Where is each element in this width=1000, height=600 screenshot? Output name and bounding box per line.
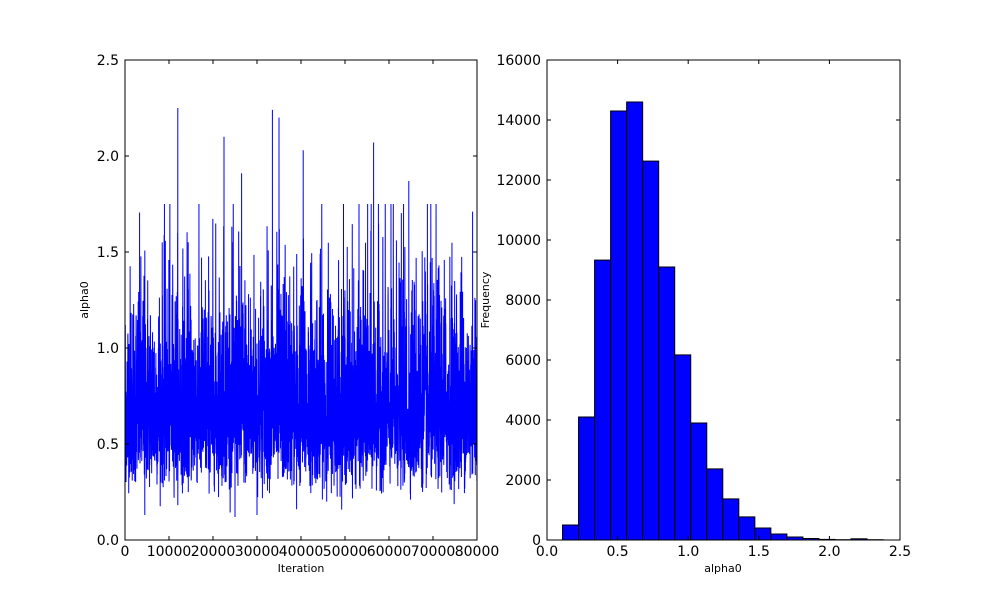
x-tick-label: 2.0 (818, 544, 840, 560)
y-tick-label: 2000 (505, 473, 541, 489)
y-tick-label: 1.5 (97, 245, 119, 261)
y-tick-label: 0 (532, 533, 541, 549)
histogram-bar (738, 516, 756, 541)
x-tick-label: 50000 (323, 544, 368, 560)
histogram-bar (674, 354, 692, 541)
histogram-bar (770, 533, 788, 541)
histogram-plot: 0.0 0.5 1.0 1.5 2.0 2.5 0 2000 4000 6000 8000 1000… (479, 53, 911, 575)
x-tick-label: 20000 (191, 544, 236, 560)
x-tick-label: 40000 (279, 544, 324, 560)
x-tick-label: 60000 (367, 544, 412, 560)
histogram-y-label: Frequency (479, 271, 492, 328)
y-tick-label: 12000 (496, 173, 541, 189)
histogram-bar (642, 160, 660, 541)
histogram-bar (594, 259, 612, 541)
y-tick-label: 10000 (496, 233, 541, 249)
trace-x-axis: 0 10000 20000 30000 40000 50000 60000 70000 8000… (121, 60, 500, 560)
histogram-bar (722, 498, 740, 541)
histogram-bar (706, 468, 724, 541)
trace-series (125, 107, 477, 517)
trace-y-label: alpha0 (78, 281, 91, 319)
y-tick-label: 2.5 (97, 53, 119, 69)
trace-line (125, 107, 477, 517)
histogram-bar (562, 524, 580, 541)
y-tick-label: 8000 (505, 293, 541, 309)
x-tick-label: 2.5 (889, 544, 911, 560)
histogram-bar (626, 101, 644, 541)
y-tick-label: 6000 (505, 353, 541, 369)
x-tick-label: 80000 (455, 544, 500, 560)
trace-y-axis: 0.0 0.5 1.0 1.5 2.0 2.5 (97, 53, 477, 549)
y-tick-label: 0.5 (97, 437, 119, 453)
x-tick-label: 0.0 (536, 544, 558, 560)
y-tick-label: 16000 (496, 53, 541, 69)
x-tick-label: 70000 (411, 544, 456, 560)
histogram-bar (690, 422, 708, 541)
histogram-x-label: alpha0 (704, 562, 742, 575)
histogram-x-axis: 0.0 0.5 1.0 1.5 2.0 2.5 (536, 60, 911, 560)
histogram-y-axis: 0 2000 4000 6000 8000 10000 12000 14000 16000 (496, 53, 900, 549)
x-tick-label: 30000 (235, 544, 280, 560)
histogram-bar (754, 527, 772, 541)
histogram-bars (562, 101, 884, 541)
x-tick-label: 0 (121, 544, 130, 560)
y-tick-label: 0.0 (97, 533, 119, 549)
trace-x-label: Iteration (278, 562, 325, 575)
y-tick-label: 14000 (496, 113, 541, 129)
y-tick-label: 1.0 (97, 341, 119, 357)
histogram-bar (658, 266, 676, 541)
y-tick-label: 2.0 (97, 149, 119, 165)
x-tick-label: 1.0 (677, 544, 699, 560)
histogram-bar (578, 416, 596, 541)
x-tick-label: 1.5 (748, 544, 770, 560)
x-tick-label: 0.5 (606, 544, 628, 560)
histogram-bar (610, 110, 628, 541)
y-tick-label: 4000 (505, 413, 541, 429)
trace-plot: 0 10000 20000 30000 40000 50000 60000 70000 8000… (78, 53, 499, 575)
x-tick-label: 10000 (147, 544, 192, 560)
